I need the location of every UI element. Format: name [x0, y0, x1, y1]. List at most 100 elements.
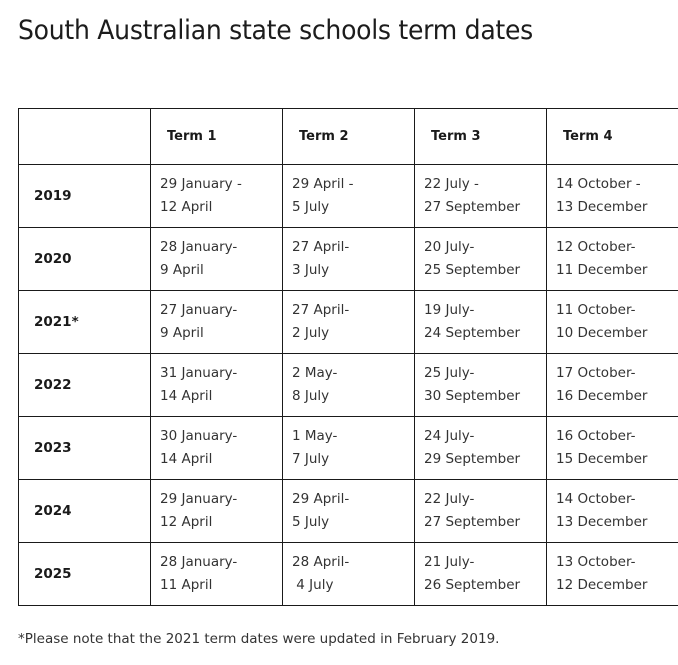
term-end: 9 April — [160, 262, 204, 278]
term-end: 12 December — [556, 577, 648, 593]
year-cell: 2023 — [18, 416, 151, 480]
term-3-cell: 19 July- 24 September — [414, 290, 547, 354]
term-2-cell: 2 May- 8 July — [282, 353, 415, 417]
term-end: 27 September — [424, 199, 521, 215]
table-row: 2019 29 January - 12 April 29 April - 5 Ju… — [18, 164, 678, 228]
term-end: 11 April — [160, 577, 213, 593]
term-3-cell: 20 July- 25 September — [414, 227, 547, 291]
term-end: 24 September — [424, 325, 521, 341]
term-end: 14 April — [160, 451, 213, 467]
term-start: 22 July - — [424, 176, 479, 192]
header-corner — [18, 108, 151, 165]
term-end: 14 April — [160, 388, 213, 404]
year-cell: 2022 — [18, 353, 151, 417]
term-2-cell: 27 April- 3 July — [282, 227, 415, 291]
table-header-row: Term 1 Term 2 Term 3 Term 4 — [18, 108, 678, 165]
term-end: 11 December — [556, 262, 648, 278]
term-start: 30 January- — [160, 428, 238, 444]
table-row: 2023 30 January- 14 April 1 May- 7 July 24… — [18, 416, 678, 480]
term-3-cell: 22 July- 27 September — [414, 479, 547, 543]
term-end: 4 July — [292, 577, 334, 593]
term-end: 2 July — [292, 325, 330, 341]
term-1-cell: 29 January - 12 April — [150, 164, 283, 228]
term-end: 7 July — [292, 451, 330, 467]
term-start: 17 October- — [556, 365, 636, 381]
page-title: South Australian state schools term date… — [18, 15, 533, 46]
term-start: 12 October- — [556, 239, 636, 255]
year-cell: 2021* — [18, 290, 151, 354]
table-row: 2020 28 January- 9 April 27 April- 3 July … — [18, 227, 678, 291]
term-end: 12 April — [160, 514, 213, 530]
term-start: 29 April - — [292, 176, 354, 192]
term-4-cell: 14 October- 13 December — [546, 479, 678, 543]
header-term-3: Term 3 — [414, 108, 547, 165]
term-1-cell: 27 January- 9 April — [150, 290, 283, 354]
term-1-cell: 30 January- 14 April — [150, 416, 283, 480]
term-4-cell: 17 October- 16 December — [546, 353, 678, 417]
term-4-cell: 13 October- 12 December — [546, 542, 678, 606]
term-dates-table: Term 1 Term 2 Term 3 Term 4 2019 29 Janu… — [18, 108, 678, 606]
term-start: 14 October - — [556, 176, 641, 192]
term-start: 28 January- — [160, 239, 238, 255]
term-end: 8 July — [292, 388, 330, 404]
term-start: 27 January- — [160, 302, 238, 318]
term-4-cell: 16 October- 15 December — [546, 416, 678, 480]
term-end: 25 September — [424, 262, 521, 278]
term-3-cell: 24 July- 29 September — [414, 416, 547, 480]
term-end: 26 September — [424, 577, 521, 593]
term-end: 9 April — [160, 325, 204, 341]
term-2-cell: 27 April- 2 July — [282, 290, 415, 354]
term-3-cell: 25 July- 30 September — [414, 353, 547, 417]
term-4-cell: 11 October- 10 December — [546, 290, 678, 354]
term-start: 27 April- — [292, 239, 350, 255]
term-end: 5 July — [292, 199, 330, 215]
term-3-cell: 22 July - 27 September — [414, 164, 547, 228]
term-start: 25 July- — [424, 365, 475, 381]
term-end: 10 December — [556, 325, 648, 341]
term-start: 16 October- — [556, 428, 636, 444]
term-start: 22 July- — [424, 491, 475, 507]
header-term-2: Term 2 — [282, 108, 415, 165]
table-row: 2022 31 January- 14 April 2 May- 8 July 25… — [18, 353, 678, 417]
term-start: 20 July- — [424, 239, 475, 255]
term-start: 28 January- — [160, 554, 238, 570]
table-row: 2021* 27 January- 9 April 27 April- 2 July… — [18, 290, 678, 354]
term-end: 5 July — [292, 514, 330, 530]
term-4-cell: 14 October - 13 December — [546, 164, 678, 228]
term-1-cell: 28 January- 9 April — [150, 227, 283, 291]
term-2-cell: 28 April- 4 July — [282, 542, 415, 606]
term-end: 12 April — [160, 199, 213, 215]
term-1-cell: 28 January- 11 April — [150, 542, 283, 606]
term-end: 15 December — [556, 451, 648, 467]
term-start: 24 July- — [424, 428, 475, 444]
year-cell: 2019 — [18, 164, 151, 228]
term-end: 30 September — [424, 388, 521, 404]
term-4-cell: 12 October- 11 December — [546, 227, 678, 291]
term-1-cell: 31 January- 14 April — [150, 353, 283, 417]
term-start: 11 October- — [556, 302, 636, 318]
term-end: 3 July — [292, 262, 330, 278]
term-end: 13 December — [556, 514, 648, 530]
term-start: 27 April- — [292, 302, 350, 318]
term-2-cell: 29 April- 5 July — [282, 479, 415, 543]
term-end: 27 September — [424, 514, 521, 530]
term-start: 29 January - — [160, 176, 242, 192]
term-start: 29 January- — [160, 491, 238, 507]
table-row: 2025 28 January- 11 April 28 April- 4 Jul… — [18, 542, 678, 606]
term-start: 14 October- — [556, 491, 636, 507]
term-2-cell: 29 April - 5 July — [282, 164, 415, 228]
term-1-cell: 29 January- 12 April — [150, 479, 283, 543]
term-start: 13 October- — [556, 554, 636, 570]
year-cell: 2020 — [18, 227, 151, 291]
footnote: *Please note that the 2021 term dates we… — [18, 631, 500, 647]
year-cell: 2025 — [18, 542, 151, 606]
term-3-cell: 21 July- 26 September — [414, 542, 547, 606]
term-start: 29 April- — [292, 491, 350, 507]
term-start: 19 July- — [424, 302, 475, 318]
year-cell: 2024 — [18, 479, 151, 543]
term-start: 28 April- — [292, 554, 350, 570]
term-start: 2 May- — [292, 365, 338, 381]
header-term-4: Term 4 — [546, 108, 678, 165]
term-start: 31 January- — [160, 365, 238, 381]
term-start: 21 July- — [424, 554, 475, 570]
